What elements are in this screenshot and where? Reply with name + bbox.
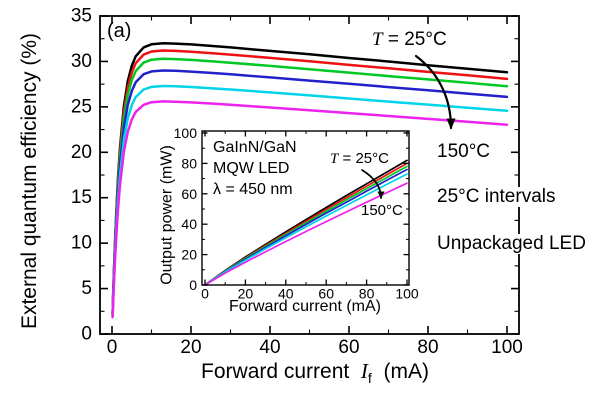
inset-temp-start-annotation: T = 25°C [330, 151, 389, 168]
inset-device-line1: GaInN/GaN [213, 139, 297, 156]
main-y-axis-title: External quantum efficiency (%) [17, 32, 41, 330]
inset-device-info: GaInN/GaN MQW LED λ = 450 nm [213, 137, 297, 200]
x-tick-label: 40 [278, 285, 294, 301]
device-note: Unpackaged LED [435, 233, 588, 254]
x-tick-label: 40 [259, 337, 280, 358]
y-tick-label: 35 [71, 6, 92, 27]
inset-device-line2: MQW LED [213, 160, 290, 177]
series-line-150C [204, 182, 408, 286]
interval-note: 25°C intervals [435, 186, 558, 207]
x-tick-label: 100 [491, 337, 523, 358]
x-tick-label: 0 [107, 337, 118, 358]
y-tick-label: 25 [71, 96, 92, 117]
y-tick-label: 5 [81, 278, 92, 299]
main-x-axis-title: Forward current If (mA) [201, 360, 429, 386]
inset-temp-end-annotation: 150°C [361, 202, 403, 219]
inset-device-line3: λ = 450 nm [213, 181, 293, 198]
current-subscript: f [367, 370, 372, 387]
series-line-125C [204, 173, 408, 286]
inset-y-axis-title: Output power (mW) [158, 145, 176, 285]
inset-axes: 0 20 40 60 80 100 0 20 40 60 80 100 [174, 125, 419, 301]
y-tick-label: 15 [71, 187, 92, 208]
y-tick-label: 20 [71, 142, 92, 163]
y-tick-label: 40 [181, 216, 197, 232]
current-symbol: I [360, 359, 368, 383]
y-tick-label: 0 [189, 277, 197, 293]
main-temp-arrow [414, 54, 456, 130]
main-x-axis-unit: (mA) [383, 360, 429, 383]
y-tick-label: 100 [174, 125, 198, 141]
main-temp-end-annotation: 150°C [437, 141, 491, 162]
y-tick-label: 10 [71, 233, 92, 254]
x-tick-label: 60 [318, 285, 334, 301]
x-tick-label: 0 [201, 285, 209, 301]
x-tick-label: 80 [417, 337, 438, 358]
main-x-axis-title-text: Forward current [201, 360, 350, 383]
inset-temp-start-value: = 25°C [338, 150, 389, 167]
x-tick-label: 60 [338, 337, 359, 358]
x-tick-label: 20 [238, 285, 254, 301]
inset-temp-arrow [361, 169, 385, 199]
y-tick-label: 20 [181, 247, 197, 263]
main-axes: 0 20 40 60 80 100 0 5 10 15 20 25 30 35 [71, 6, 523, 358]
inset-backdrop [201, 130, 410, 286]
x-tick-label: 80 [359, 285, 375, 301]
y-tick-label: 60 [181, 186, 197, 202]
main-curves [111, 42, 509, 319]
temperature-symbol: T [372, 29, 383, 50]
panel-label: (a) [107, 20, 132, 42]
y-tick-label: 80 [181, 155, 197, 171]
y-tick-label: 0 [81, 324, 92, 345]
inset-temperature-symbol: T [330, 151, 339, 167]
x-tick-label: 20 [180, 337, 201, 358]
inset-background [201, 130, 410, 286]
main-temp-start-value: = 25°C [382, 29, 447, 50]
inset-x-axis-title: Forward current (mA) [228, 298, 382, 315]
main-temp-start-annotation: T = 25°C [372, 30, 447, 50]
y-tick-label: 30 [71, 51, 92, 72]
series-line-150C [111, 100, 509, 319]
annotation-arrows [361, 54, 456, 199]
x-tick-label: 100 [395, 285, 419, 301]
